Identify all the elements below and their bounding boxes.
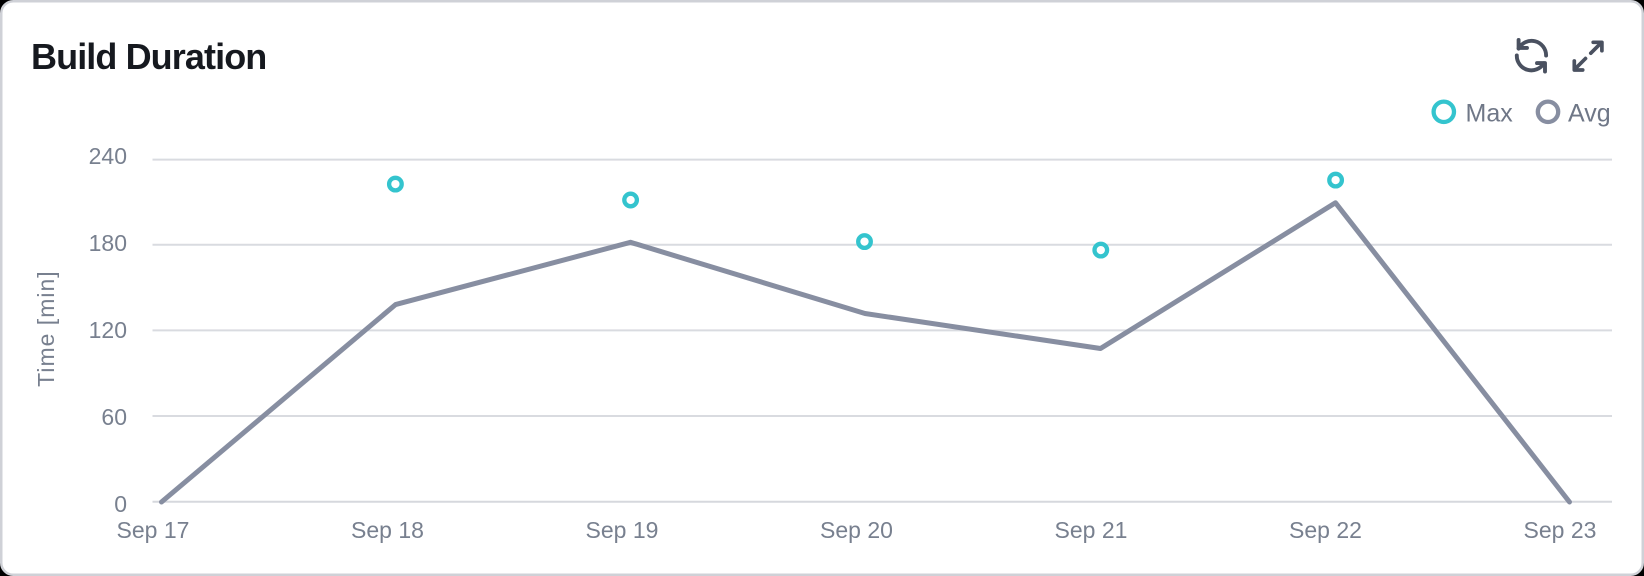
svg-text:Time [min]: Time [min] bbox=[33, 270, 59, 387]
svg-text:Sep 22: Sep 22 bbox=[1289, 517, 1362, 543]
svg-text:Sep 20: Sep 20 bbox=[820, 517, 893, 543]
svg-text:0: 0 bbox=[114, 491, 127, 517]
svg-text:Avg: Avg bbox=[1568, 99, 1611, 127]
svg-text:Build Duration: Build Duration bbox=[31, 36, 266, 77]
svg-text:Sep 19: Sep 19 bbox=[586, 517, 659, 543]
svg-text:Sep 17: Sep 17 bbox=[117, 517, 190, 543]
svg-text:Max: Max bbox=[1466, 99, 1514, 127]
svg-text:Sep 21: Sep 21 bbox=[1055, 517, 1128, 543]
svg-text:Sep 23: Sep 23 bbox=[1524, 517, 1597, 543]
svg-text:Sep 18: Sep 18 bbox=[351, 517, 424, 543]
svg-text:240: 240 bbox=[89, 143, 127, 169]
svg-text:60: 60 bbox=[101, 404, 127, 430]
svg-text:120: 120 bbox=[89, 317, 127, 343]
svg-text:180: 180 bbox=[89, 230, 127, 256]
